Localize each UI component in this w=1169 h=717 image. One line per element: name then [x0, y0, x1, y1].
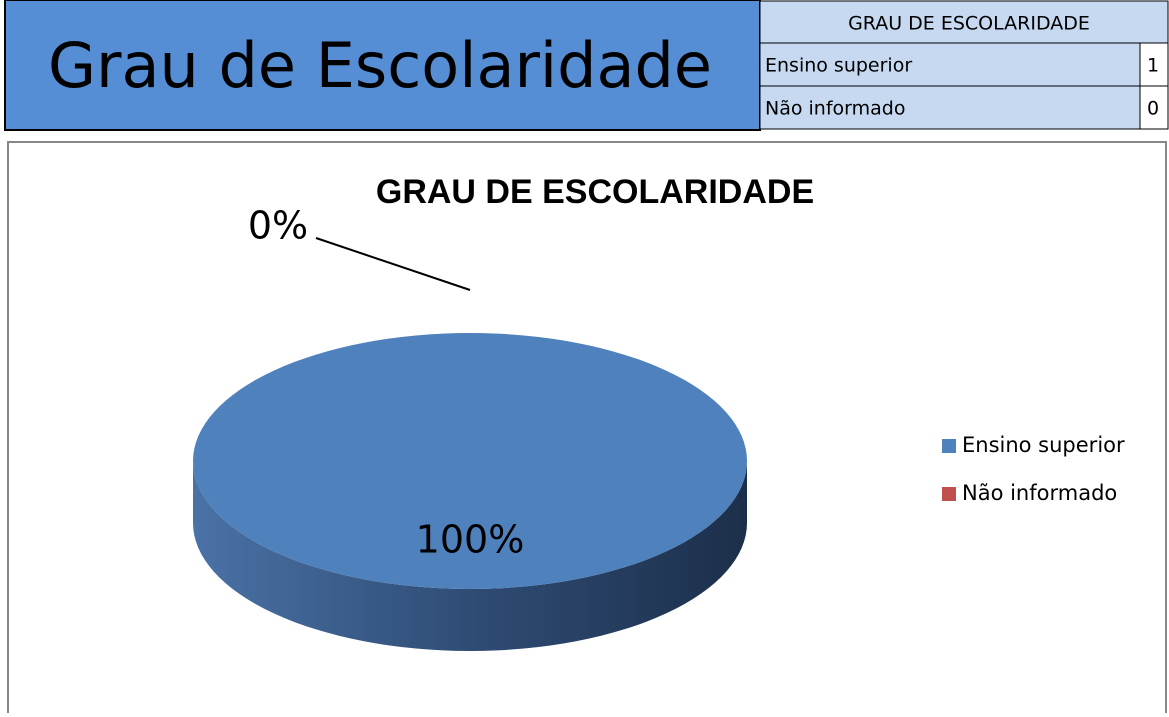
data-label: 100%: [416, 518, 525, 562]
table-title: GRAU DE ESCOLARIDADE: [848, 13, 1090, 35]
pie-side: [193, 461, 747, 651]
table-cell: [1139, 85, 1169, 130]
legend-swatch: [942, 487, 956, 501]
data-label: 0%: [248, 204, 308, 248]
table-cell: [1139, 42, 1169, 87]
header-band: [4, 0, 761, 131]
legend-label: Ensino superior: [962, 433, 1125, 457]
table-label: Ensino superior: [765, 55, 912, 77]
table-value: 1: [1147, 55, 1159, 77]
pie-slice: [193, 333, 747, 589]
table-value: 0: [1147, 98, 1159, 120]
header-title: Grau de Escolaridade: [48, 29, 712, 102]
legend-label: Não informado: [962, 481, 1117, 505]
table-cell: [759, 85, 1141, 130]
chart-title: GRAU DE ESCOLARIDADE: [376, 173, 814, 211]
summary-table: GRAU DE ESCOLARIDADE Ensino superior 1 N…: [759, 0, 1169, 130]
table-header-cell: [759, 0, 1169, 44]
leader-line: [315, 237, 471, 291]
legend-swatch: [942, 439, 956, 453]
table-label: Não informado: [765, 98, 905, 120]
